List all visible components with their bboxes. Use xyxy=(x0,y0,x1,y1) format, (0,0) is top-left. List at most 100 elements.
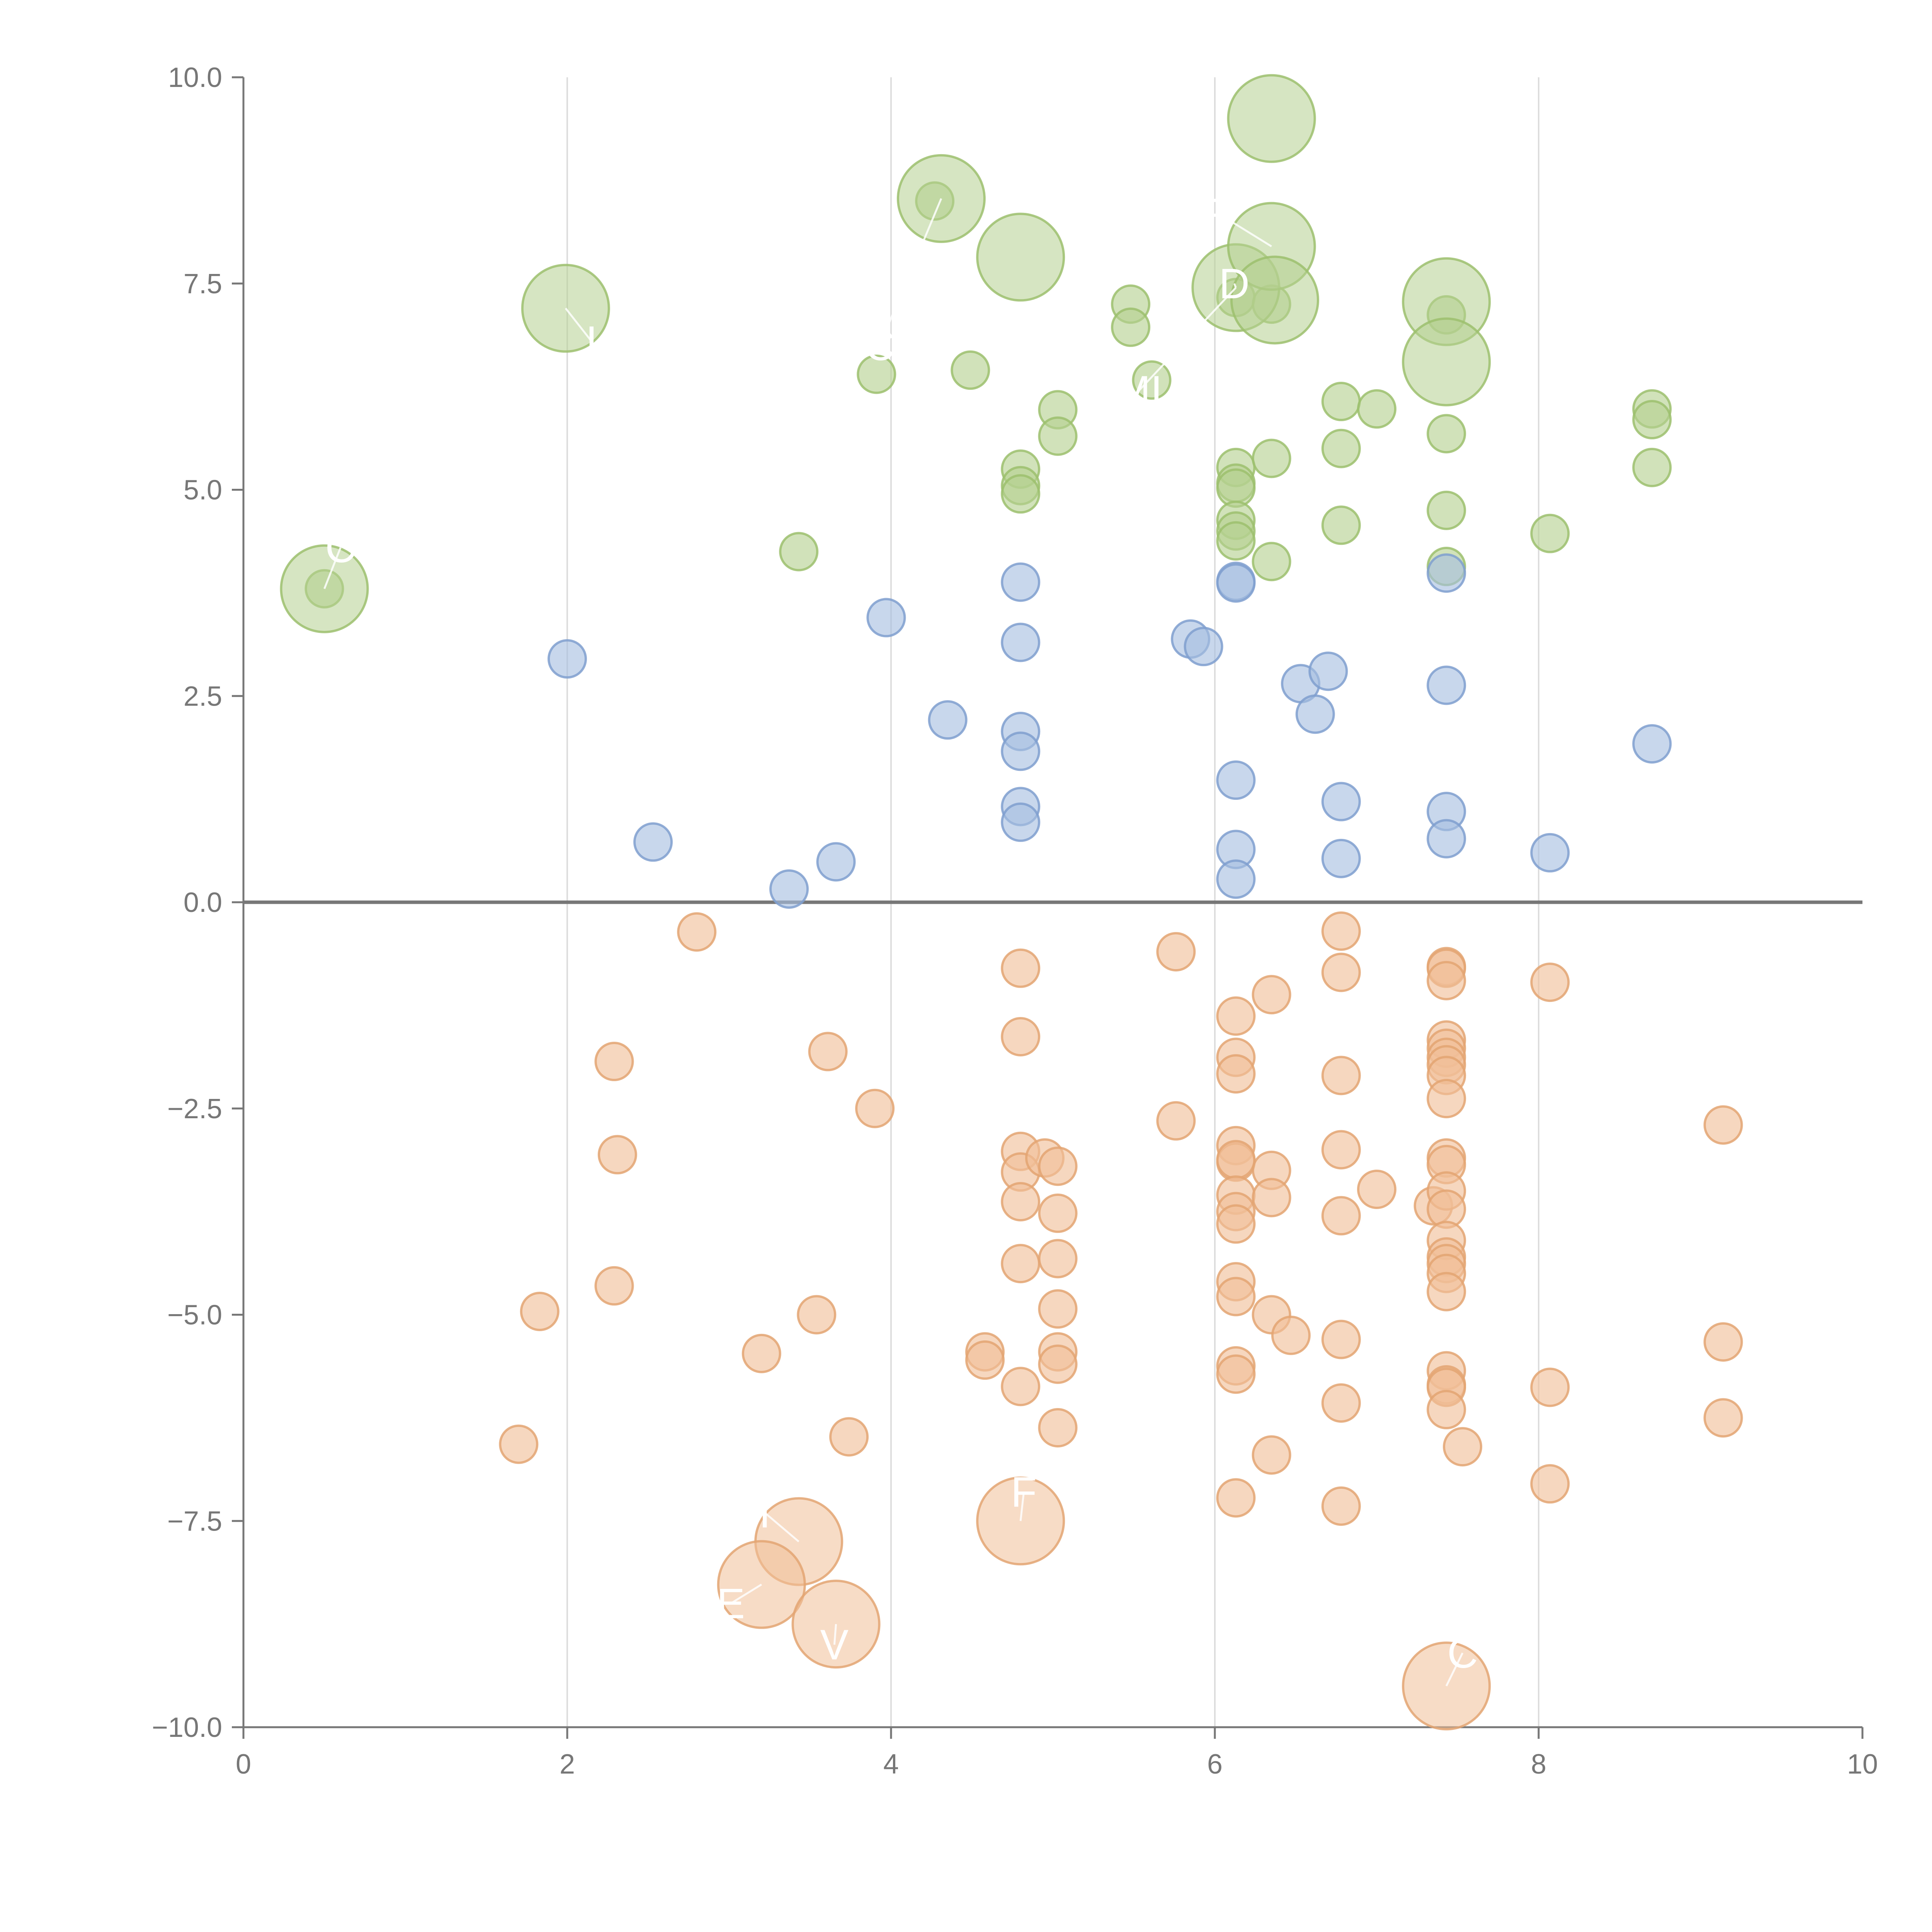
data-point xyxy=(1321,952,1361,992)
data-point xyxy=(1216,521,1256,561)
data-point xyxy=(1271,1315,1311,1355)
data-point xyxy=(1216,1204,1256,1244)
annotation-label: V xyxy=(820,1621,849,1669)
data-point xyxy=(677,912,717,952)
x-tick-label-0: 0 xyxy=(236,1749,251,1780)
data-point xyxy=(797,1295,837,1335)
data-point xyxy=(1216,760,1256,800)
data-point xyxy=(1321,1196,1361,1236)
data-point-large xyxy=(1227,74,1316,163)
data-point xyxy=(1216,1277,1256,1316)
data-point xyxy=(1632,400,1672,440)
data-point xyxy=(1001,731,1041,771)
data-point xyxy=(1357,1169,1396,1209)
data-point xyxy=(1184,627,1223,667)
data-point xyxy=(1703,1398,1743,1438)
data-point xyxy=(1252,542,1291,582)
data-point xyxy=(816,842,856,882)
data-point xyxy=(1111,307,1151,347)
data-point xyxy=(1427,665,1466,705)
x-tick-label-4: 8 xyxy=(1531,1749,1546,1780)
x-tick-label-2: 4 xyxy=(883,1749,899,1780)
data-point xyxy=(1321,1130,1361,1170)
data-point xyxy=(965,1340,1005,1380)
data-point xyxy=(928,700,968,740)
data-point xyxy=(1001,562,1041,602)
annotation-leader-line xyxy=(833,1624,837,1645)
data-point xyxy=(1530,1367,1570,1407)
data-point xyxy=(1038,1146,1078,1186)
data-point xyxy=(1530,514,1570,553)
annotation-leader-line xyxy=(1218,213,1272,247)
data-point xyxy=(499,1424,539,1464)
data-point xyxy=(1321,911,1361,951)
data-point xyxy=(1252,439,1291,478)
data-point xyxy=(1001,474,1041,514)
data-point xyxy=(633,822,673,862)
data-point xyxy=(1038,1239,1078,1279)
data-point xyxy=(1156,1101,1196,1141)
data-point xyxy=(594,1266,634,1306)
data-point xyxy=(1427,414,1466,454)
annotation-label: C xyxy=(325,524,356,571)
data-point xyxy=(1427,490,1466,530)
data-point xyxy=(1216,1054,1256,1094)
data-point xyxy=(1001,622,1041,662)
data-point xyxy=(1427,1390,1466,1430)
x-tick-label-3: 6 xyxy=(1207,1749,1223,1780)
data-point xyxy=(1703,1105,1743,1145)
y-tick-label-4: 0.0 xyxy=(184,887,222,918)
data-point xyxy=(1216,1478,1256,1518)
data-point xyxy=(1321,1486,1361,1526)
y-tick-label-7: −7.5 xyxy=(167,1506,222,1537)
annotation-label: E xyxy=(717,1580,745,1628)
data-point xyxy=(520,1291,560,1331)
annotation-leader-line xyxy=(879,198,942,346)
data-point xyxy=(1632,447,1672,487)
annotation-leader-line xyxy=(1019,1492,1025,1521)
data-point xyxy=(1357,389,1396,429)
data-point xyxy=(1001,1367,1041,1406)
data-point xyxy=(1321,1320,1361,1359)
data-point xyxy=(1321,505,1361,545)
axes-layer: 0 2 4 6 8 10 10.0 7.5 5.0 2.5 0.0 −2.5 −5.0 −7.5 −10.0 xyxy=(152,62,1878,1780)
data-point xyxy=(597,1135,637,1175)
data-point xyxy=(1427,819,1466,859)
data-point xyxy=(1001,1017,1041,1057)
y-tick-label-5: −2.5 xyxy=(167,1094,222,1124)
data-point xyxy=(1038,416,1078,456)
data-point xyxy=(1216,563,1256,603)
data-point xyxy=(1321,1056,1361,1095)
data-point xyxy=(1321,782,1361,821)
data-point xyxy=(1321,1383,1361,1423)
annotation-label: I xyxy=(586,318,598,365)
data-point xyxy=(1216,1140,1256,1180)
data-point xyxy=(829,1417,869,1457)
data-point xyxy=(866,598,906,638)
data-point xyxy=(1530,833,1570,872)
data-point xyxy=(1001,948,1041,988)
data-point xyxy=(1038,1289,1078,1329)
data-point xyxy=(1703,1322,1743,1362)
y-tick-label-3: 2.5 xyxy=(184,681,222,712)
data-point xyxy=(1321,838,1361,878)
data-point xyxy=(1038,1193,1078,1233)
data-point xyxy=(548,639,587,679)
data-point xyxy=(1295,694,1335,734)
data-point xyxy=(1252,1178,1291,1218)
series-2 xyxy=(499,911,1743,1731)
data-point xyxy=(1321,382,1361,422)
data-point xyxy=(808,1032,848,1071)
data-point xyxy=(1427,961,1466,1000)
data-point xyxy=(1001,1244,1041,1284)
annotation-label: C xyxy=(864,322,895,369)
data-point xyxy=(1216,859,1256,899)
y-tick-label-1: 7.5 xyxy=(184,269,222,299)
x-tick-label-1: 2 xyxy=(560,1749,575,1780)
annotation-leader-line xyxy=(730,1583,762,1604)
annotation-leader-line xyxy=(565,308,592,342)
annotation-label: F xyxy=(1011,1469,1037,1516)
annotation-leader-line xyxy=(1233,283,1237,288)
